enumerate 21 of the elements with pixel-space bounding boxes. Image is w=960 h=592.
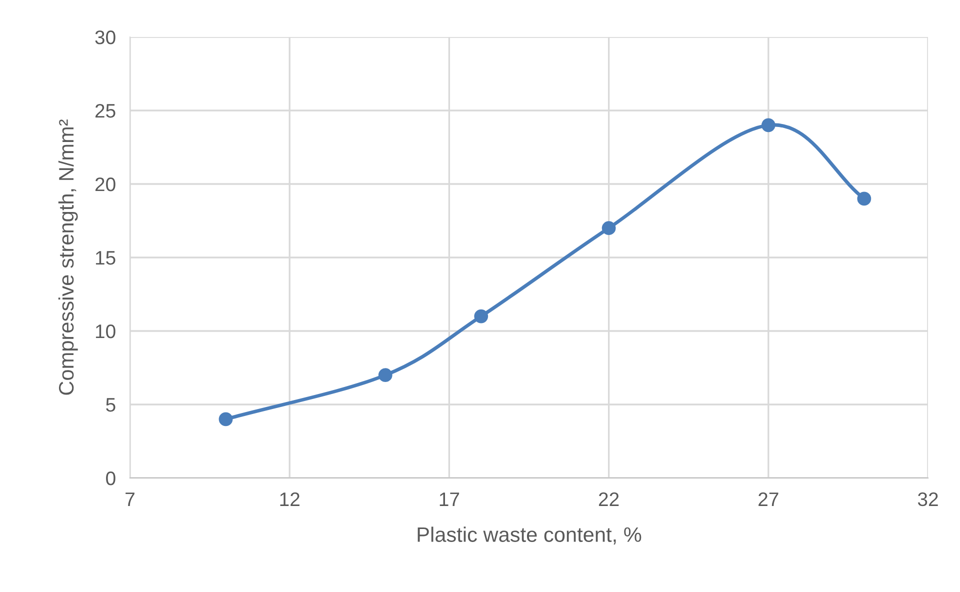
y-tick-label: 20 <box>95 177 116 192</box>
point <box>378 368 392 382</box>
x-axis-title: Plastic waste content, % <box>418 526 642 544</box>
point <box>474 309 488 324</box>
x-tick-label: 17 <box>440 492 460 506</box>
point <box>761 118 776 132</box>
point <box>857 192 872 206</box>
y-tick-label: 15 <box>96 251 116 265</box>
x-tick-label: 12 <box>280 492 300 506</box>
y-tick-label: 5 <box>106 398 116 412</box>
point <box>602 221 616 236</box>
point <box>218 412 233 426</box>
x-tick-label: 22 <box>598 492 619 506</box>
x-tick-label: 32 <box>918 492 938 506</box>
y-tick-label: 25 <box>95 104 116 118</box>
x-tick-label: 7 <box>126 492 134 506</box>
y-tick-label: 30 <box>95 30 116 44</box>
y-tick-label: 0 <box>106 471 116 486</box>
y-axis-title: Compressive strength, N/mm² <box>58 120 78 395</box>
y-tick-label: 10 <box>96 324 116 338</box>
x-tick-label: 27 <box>758 492 778 506</box>
